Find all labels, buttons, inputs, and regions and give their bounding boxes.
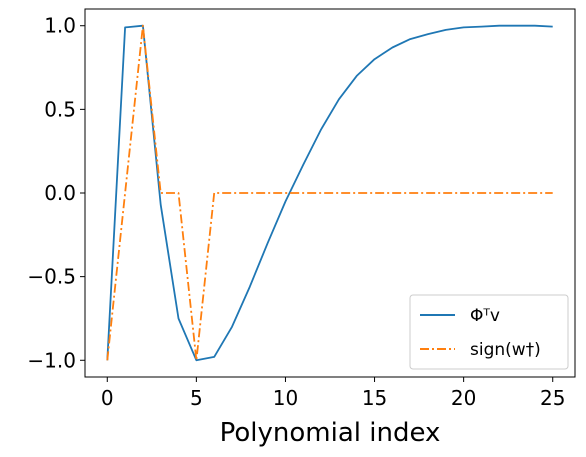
x-tick-label: 5 (190, 386, 203, 410)
y-axis-ticks: −1.0 −0.5 0.0 0.5 1.0 (27, 14, 85, 372)
x-tick-label: 10 (273, 386, 298, 410)
y-tick-label: 0.5 (44, 97, 76, 121)
y-tick-label: 0.0 (44, 181, 76, 205)
y-tick-label: 1.0 (44, 14, 76, 38)
legend: Φᵀv sign(w†) (409, 294, 569, 370)
x-tick-label: 20 (451, 386, 476, 410)
legend-label-series-1: Φᵀv (470, 306, 500, 326)
series-layer (106, 24, 553, 362)
legend-label-series-2: sign(w†) (470, 340, 541, 360)
x-tick-label: 15 (362, 386, 387, 410)
x-axis-ticks: 0 5 10 15 20 25 (101, 377, 565, 410)
y-tick-label: −1.0 (27, 348, 76, 372)
series-line-2 (106, 24, 553, 362)
y-tick-label: −0.5 (27, 265, 76, 289)
x-tick-label: 25 (540, 386, 565, 410)
x-axis-label: Polynomial index (220, 418, 441, 448)
x-tick-label: 0 (101, 386, 114, 410)
legend-box (409, 294, 569, 370)
series-line-1 (106, 24, 553, 362)
